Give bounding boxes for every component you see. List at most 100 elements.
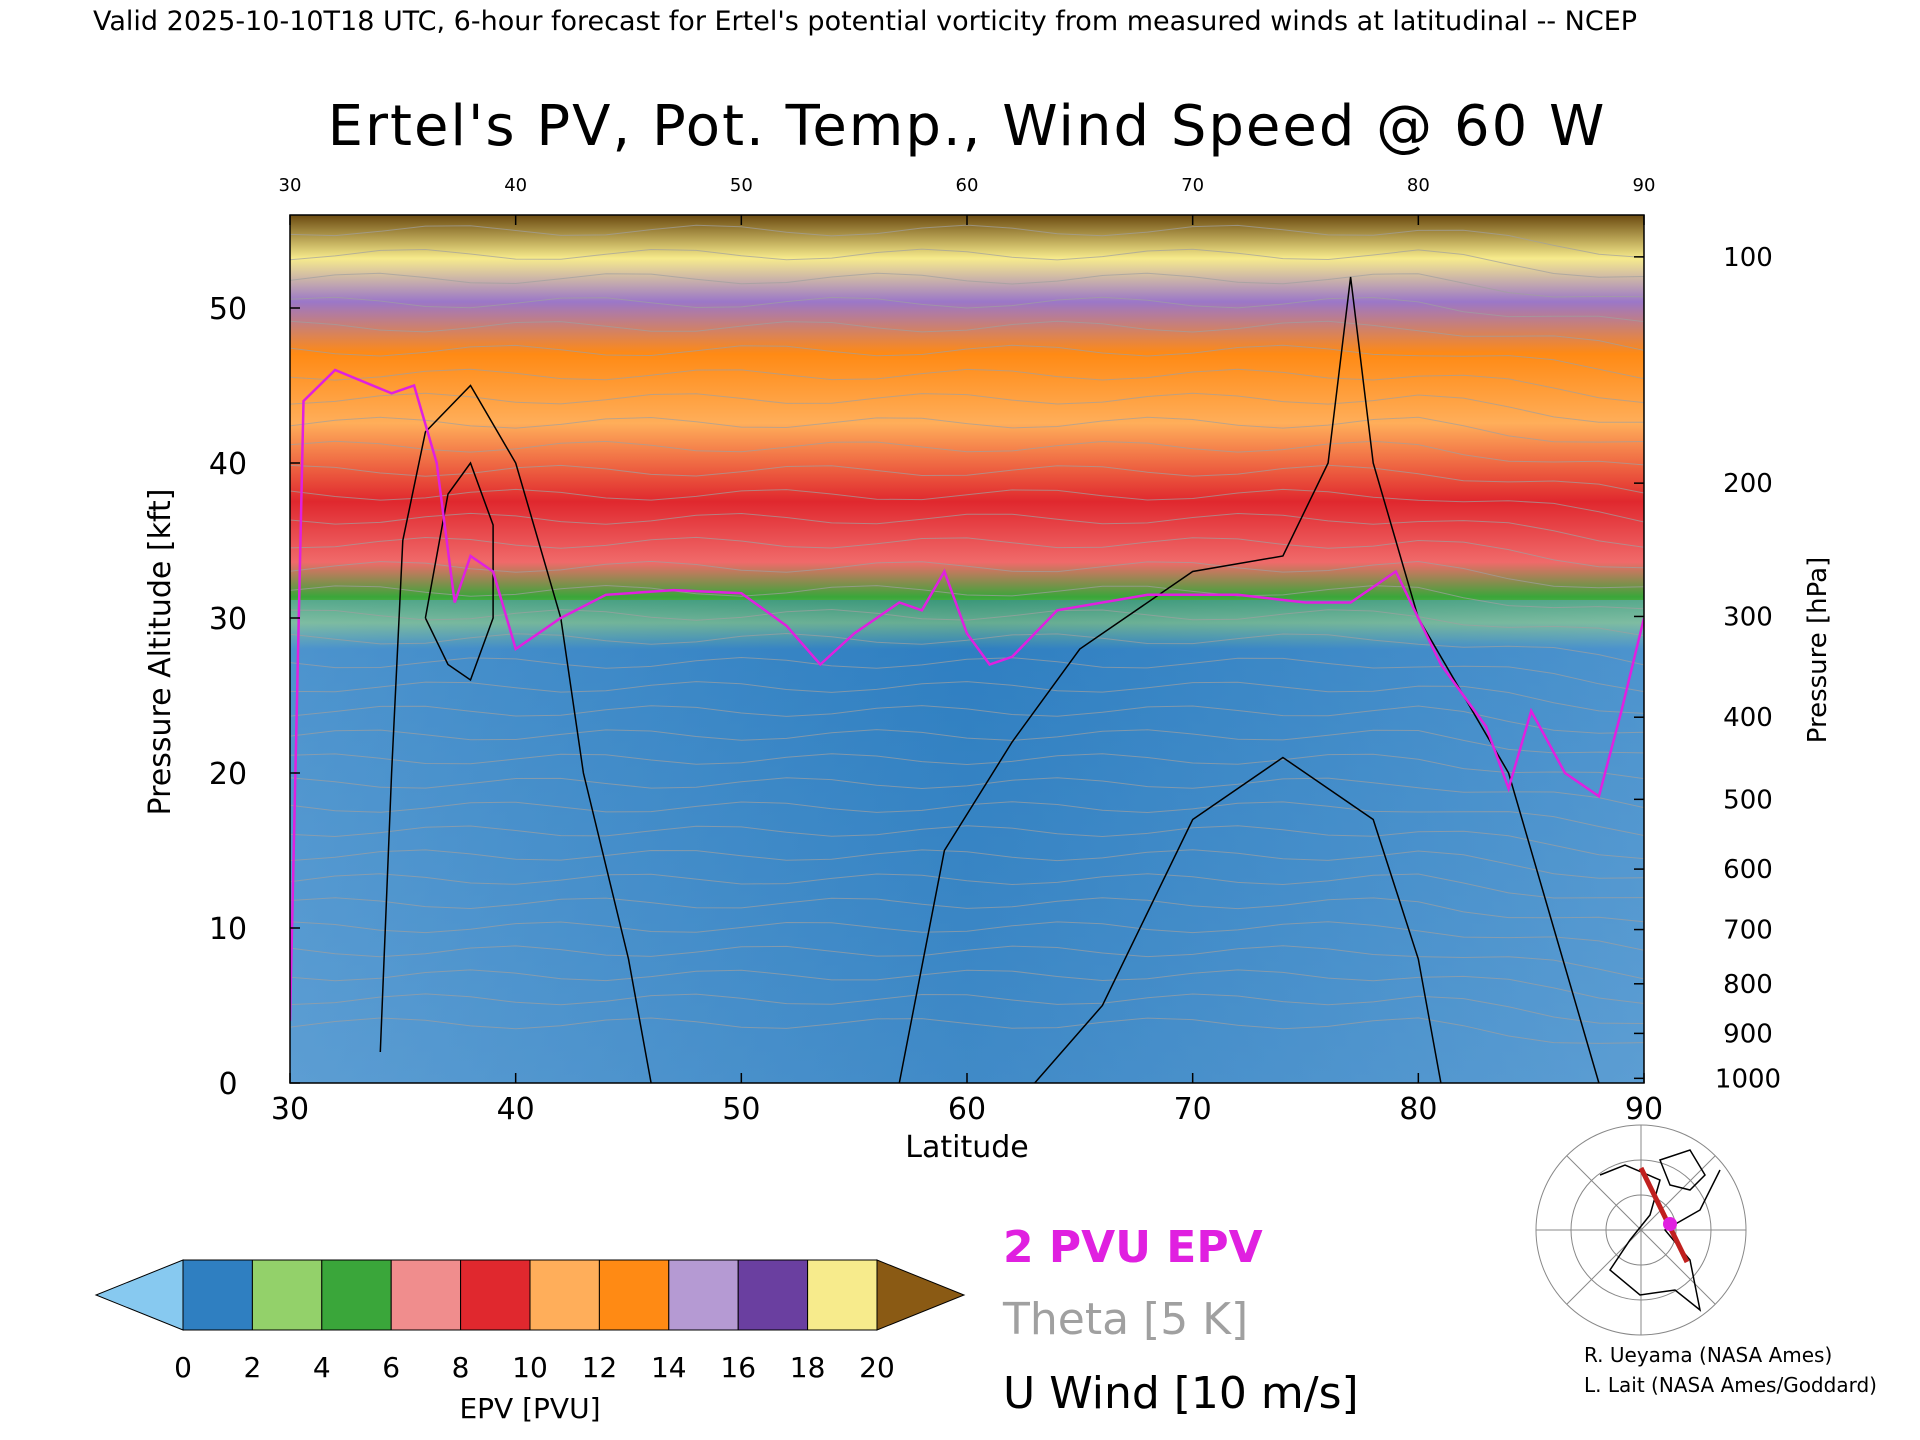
plot-area xyxy=(289,214,1645,1084)
y-axis-label: Pressure Altitude [kft] xyxy=(143,489,178,816)
theta-contour xyxy=(290,464,1644,494)
x-top-tick-label: 30 xyxy=(279,175,302,196)
pressure-tick-label: 700 xyxy=(1723,916,1773,946)
colorbar-tick-label: 14 xyxy=(651,1351,687,1384)
theta-contour xyxy=(290,993,1644,1024)
colorbar-tick-label: 0 xyxy=(174,1351,192,1384)
colorbar-swatch xyxy=(529,1259,600,1331)
theta-contour xyxy=(290,512,1644,548)
colorbar: 0 2 4 6 8 10 12 14 16 18 20 xyxy=(94,1259,966,1384)
theta-contour xyxy=(290,296,1644,323)
header-valid-line: Valid 2025-10-10T18 UTC, 6-hour forecast… xyxy=(93,6,1637,37)
x-axis: 30 40 50 60 70 80 90 xyxy=(271,1073,1663,1127)
x-axis-top: 30 40 50 60 70 80 90 xyxy=(279,175,1656,225)
y-tick-label: 40 xyxy=(209,447,247,482)
y-tick-label: 50 xyxy=(209,292,247,327)
colorbar-tick-label: 6 xyxy=(382,1351,400,1384)
pressure-axis-label: Pressure [hPa] xyxy=(1803,557,1833,744)
field-layer xyxy=(290,224,1644,1083)
locator-map xyxy=(1535,1124,1747,1336)
theta-contour xyxy=(290,368,1644,404)
theta-contour xyxy=(290,825,1644,860)
pressure-axis: 100 200 300 400 500 600 700 800 900 1000 xyxy=(1634,243,1781,1094)
x-top-tick-label: 90 xyxy=(1633,175,1656,196)
colorbar-tick-label: 2 xyxy=(243,1351,261,1384)
colorbar-tick-label: 8 xyxy=(452,1351,470,1384)
colorbar-over-arrow xyxy=(876,1259,966,1331)
legend-theta: Theta [5 K] xyxy=(1002,1294,1248,1345)
theta-contour xyxy=(290,488,1644,523)
colorbar-swatch xyxy=(251,1259,323,1331)
theta-contour xyxy=(290,560,1644,589)
x-tick-label: 30 xyxy=(271,1092,309,1127)
theta-contour xyxy=(290,272,1644,298)
x-top-tick-label: 80 xyxy=(1407,175,1430,196)
y-tick-label: 0 xyxy=(218,1067,237,1102)
theta-contour xyxy=(290,705,1644,734)
colorbar-under-arrow xyxy=(94,1259,184,1331)
theta-contour xyxy=(290,801,1644,836)
colorbar-tick-label: 18 xyxy=(790,1351,826,1384)
theta-contour xyxy=(290,849,1644,879)
x-axis-label: Latitude xyxy=(905,1130,1028,1165)
theta-contour xyxy=(290,681,1644,714)
theta-contour xyxy=(290,632,1644,666)
theta-contour xyxy=(290,753,1644,780)
pressure-tick-label: 1000 xyxy=(1715,1064,1781,1094)
x-tick-label: 60 xyxy=(948,1092,986,1127)
y-tick-label: 30 xyxy=(209,602,247,637)
y-axis: 0 10 20 30 40 50 xyxy=(209,292,300,1102)
x-tick-label: 70 xyxy=(1174,1092,1212,1127)
pressure-tick-label: 100 xyxy=(1723,243,1773,273)
legend-u-wind: U Wind [10 m/s] xyxy=(1003,1368,1359,1419)
y-tick-label: 10 xyxy=(209,912,247,947)
legend: 2 PVU EPV Theta [5 K] U Wind [10 m/s] xyxy=(1002,1222,1359,1419)
colorbar-tick-label: 4 xyxy=(313,1351,331,1384)
theta-contour xyxy=(290,416,1644,443)
colorbar-tick-label: 12 xyxy=(582,1351,618,1384)
pressure-tick-label: 500 xyxy=(1723,785,1773,815)
credit-line-2: L. Lait (NASA Ames/Goddard) xyxy=(1584,1373,1877,1397)
colorbar-swatch xyxy=(390,1259,462,1331)
troposphere-shading xyxy=(290,600,1644,1083)
theta-contour xyxy=(290,921,1644,951)
colorbar-tick-label: 16 xyxy=(720,1351,756,1384)
pressure-tick-label: 300 xyxy=(1723,602,1773,632)
theta-contour xyxy=(290,873,1644,899)
colorbar-swatch xyxy=(807,1259,878,1331)
x-top-tick-label: 40 xyxy=(504,175,527,196)
y-tick-label: 20 xyxy=(209,757,247,792)
theta-contour xyxy=(290,969,1644,1004)
pressure-tick-label: 400 xyxy=(1723,703,1773,733)
theta-contour xyxy=(290,777,1644,809)
theta-contour xyxy=(290,392,1644,423)
u-wind-contour xyxy=(379,384,652,1083)
x-tick-label: 50 xyxy=(722,1092,760,1127)
pvu2-contour xyxy=(290,368,1644,1022)
credits: R. Ueyama (NASA Ames) L. Lait (NASA Ames… xyxy=(1584,1343,1877,1397)
pressure-tick-label: 200 xyxy=(1723,469,1773,499)
theta-contour xyxy=(290,656,1644,693)
pressure-tick-label: 800 xyxy=(1723,970,1773,1000)
u-wind-contour xyxy=(1034,756,1442,1083)
x-top-tick-label: 50 xyxy=(730,175,753,196)
colorbar-swatch xyxy=(182,1259,253,1331)
theta-contour xyxy=(290,536,1644,569)
theta-contour xyxy=(290,584,1644,610)
pressure-tick-label: 600 xyxy=(1723,855,1773,885)
x-tick-label: 90 xyxy=(1625,1092,1663,1127)
credit-line-1: R. Ueyama (NASA Ames) xyxy=(1584,1343,1832,1367)
theta-contour xyxy=(290,1017,1644,1044)
colorbar-label: EPV [PVU] xyxy=(459,1392,600,1425)
x-top-tick-label: 70 xyxy=(1181,175,1204,196)
colorbar-tick-label: 10 xyxy=(512,1351,548,1384)
theta-contour xyxy=(290,897,1644,923)
theta-contour xyxy=(290,344,1644,380)
theta-contour xyxy=(290,320,1644,351)
legend-2pvu: 2 PVU EPV xyxy=(1003,1222,1263,1273)
pressure-tick-label: 900 xyxy=(1723,1019,1773,1049)
colorbar-tick-label: 20 xyxy=(859,1351,895,1384)
theta-contour xyxy=(290,729,1644,754)
theta-contour xyxy=(290,248,1644,278)
